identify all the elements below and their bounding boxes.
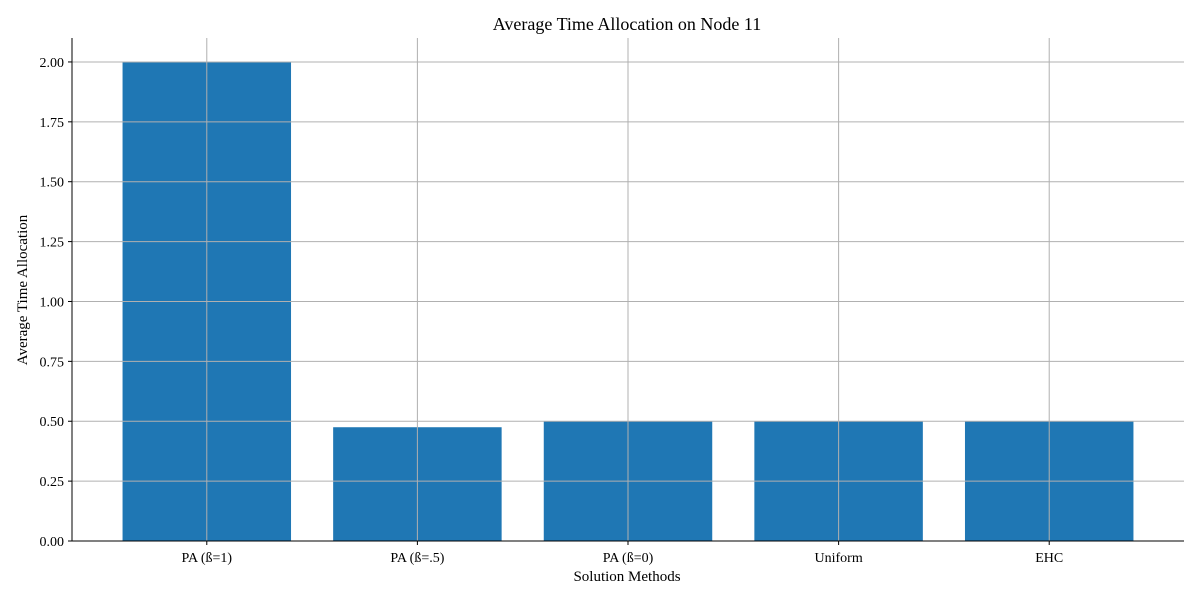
grid-layer [72,38,1184,541]
y-tick-label: 0.50 [40,415,65,430]
y-tick-label: 2.00 [40,56,65,71]
y-tick-label: 1.75 [40,116,65,131]
y-tick-label: 0.00 [40,535,65,550]
y-tick-label: 1.00 [40,295,65,310]
x-tick-label: EHC [1035,551,1063,566]
tick-layer: 0.00 0.25 0.50 0.75 1.00 1.25 1.50 1.75 2.00 PA (… [40,56,1064,566]
x-tick-label: PA (ß=0) [603,551,654,566]
y-tick-label: 0.75 [40,355,65,370]
y-axis-label: Average Time Allocation [15,214,31,365]
x-tick-label: PA (ß=.5) [390,551,444,566]
y-tick-label: 1.50 [40,176,65,191]
y-tick-label: 0.25 [40,475,65,490]
x-tick-label: Uniform [815,551,863,566]
chart-title: Average Time Allocation on Node 11 [493,14,761,34]
y-tick-label: 1.25 [40,236,65,251]
x-axis-label: Solution Methods [573,569,680,585]
x-tick-label: PA (ß=1) [182,551,233,566]
